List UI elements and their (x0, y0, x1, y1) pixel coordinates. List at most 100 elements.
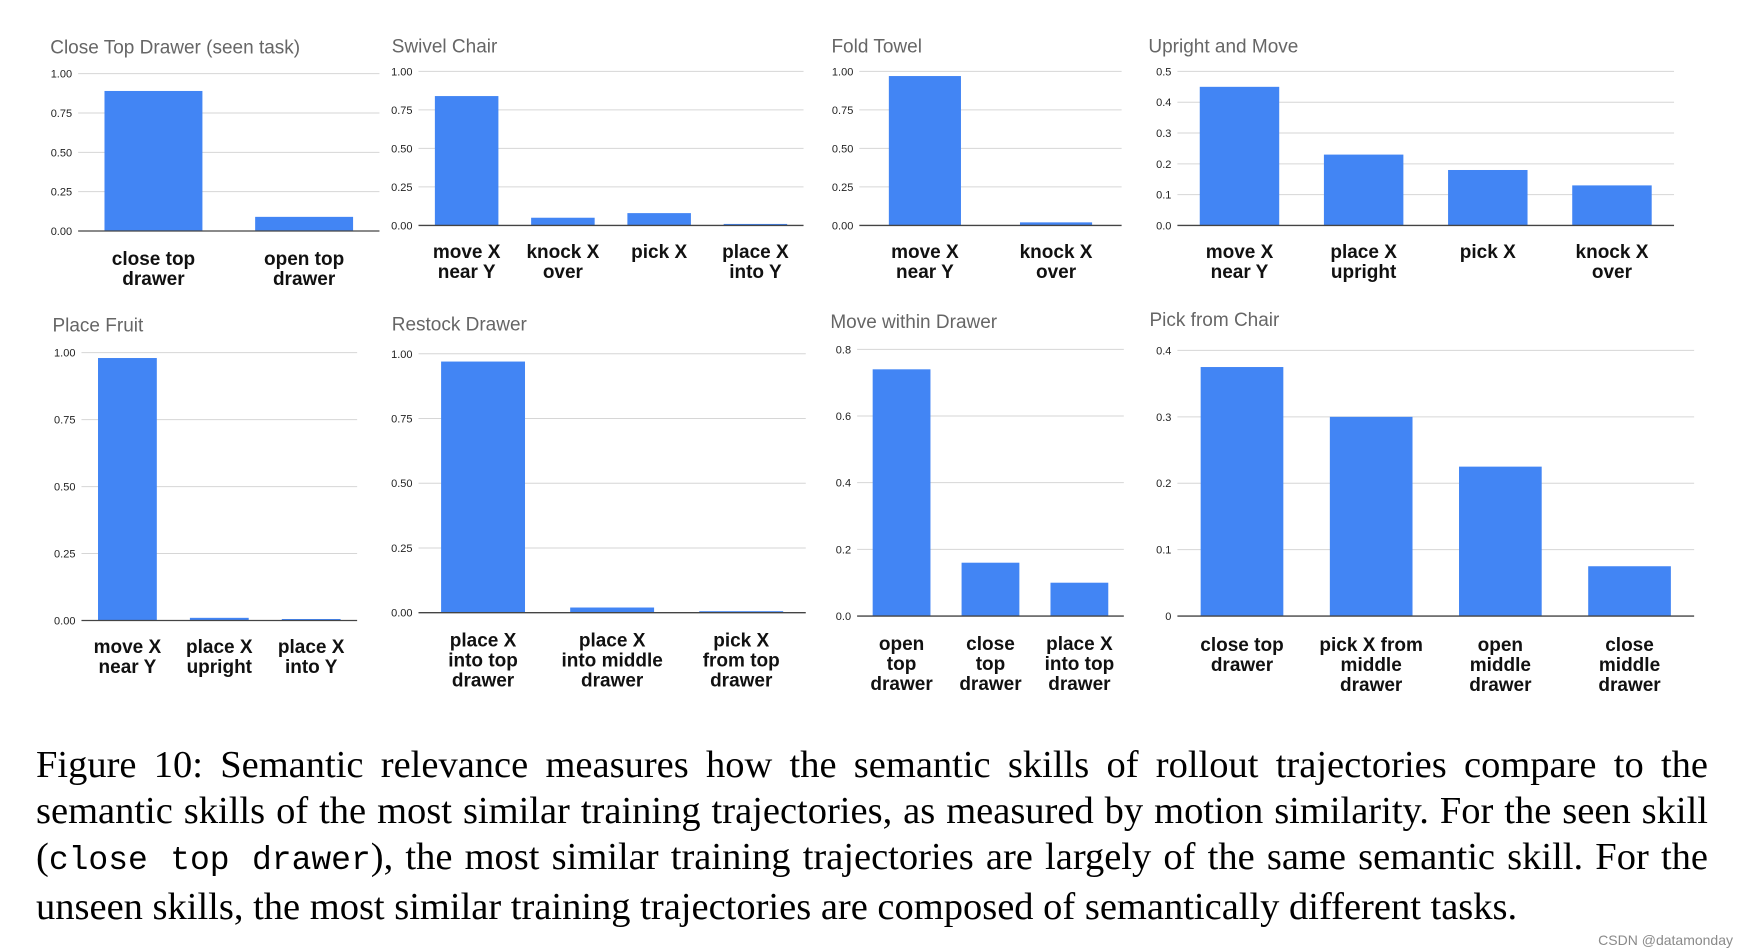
category-label-line: drawer (122, 269, 185, 290)
bar (434, 96, 499, 226)
category-label: close middle drawer (1598, 635, 1661, 696)
y-tick-label: 0.4 (1156, 97, 1171, 109)
y-tick-label: 0.00 (54, 616, 75, 628)
category-label-line: open (1478, 635, 1523, 656)
category-label: close top drawer (959, 634, 1022, 695)
y-tick-label: 0.75 (391, 105, 412, 117)
bar (281, 619, 341, 621)
y-tick-label: 0.25 (51, 187, 72, 199)
category-label-line: middle (1470, 655, 1531, 676)
bar (1323, 154, 1404, 226)
bar (570, 607, 655, 613)
category-label-line: drawer (1469, 675, 1532, 696)
category-label-line: place X (579, 630, 646, 651)
y-tick-label: 0.3 (1156, 128, 1171, 140)
y-tick-label: 1.00 (51, 69, 72, 81)
bar (627, 213, 691, 226)
category-label-line: move X (1206, 242, 1274, 263)
category-label-line: over (543, 262, 584, 283)
category-label-line: knock X (1576, 242, 1649, 263)
bar (255, 216, 354, 232)
category-label: pick X from middle drawer (1319, 635, 1422, 696)
category-label-line: close top (112, 249, 195, 270)
category-label: open middle drawer (1469, 635, 1532, 696)
category-label-line: drawer (870, 674, 933, 695)
bar (1019, 222, 1093, 226)
y-tick-label: 1.00 (54, 348, 75, 360)
category-label-line: drawer (581, 670, 644, 691)
chart-title: Place Fruit (52, 315, 144, 336)
category-label-line: knock X (1020, 242, 1093, 263)
category-label-line: over (1036, 262, 1077, 283)
category-label-line: top (887, 654, 917, 675)
category-label-line: place X (450, 630, 517, 651)
y-tick-label: 0.25 (54, 549, 75, 561)
chart-title: Pick from Chair (1150, 310, 1281, 331)
y-tick-label: 0.2 (1156, 159, 1171, 171)
category-label-line: drawer (1211, 655, 1274, 676)
category-label: pick X (1460, 242, 1516, 263)
bar (441, 361, 526, 613)
y-tick-label: 0.5 (1156, 66, 1171, 78)
chart-panel-4: Upright and Move 0.0 0.1 0.2 0.3 0.4 0.5 move X… (1148, 36, 1675, 283)
bar (961, 562, 1020, 617)
bar (1448, 169, 1528, 226)
chart-title: Fold Towel (831, 36, 921, 57)
y-tick-label: 0.00 (391, 608, 412, 620)
category-label-line: near Y (438, 262, 496, 283)
chart-title: Swivel Chair (392, 36, 498, 57)
category-label-line: close (1605, 635, 1654, 656)
category-label-line: pick X (713, 630, 769, 651)
chart-panel-1: Close Top Drawer (seen task) 0.00 0.25 0.50… (50, 38, 380, 290)
y-tick-label: 1.00 (391, 349, 412, 361)
category-label-line: open top (264, 249, 344, 270)
y-tick-label: 0.25 (391, 543, 412, 555)
category-label-line: into top (448, 650, 518, 671)
y-tick-label: 0.0 (1156, 220, 1171, 232)
y-tick-label: 0.50 (51, 147, 72, 159)
category-label-line: drawer (1340, 675, 1403, 696)
category-label-line: move X (891, 242, 959, 263)
bar (98, 358, 157, 621)
chart-title: Move within Drawer (830, 312, 997, 333)
chart-title: Restock Drawer (392, 314, 528, 335)
category-label-line: into top (1045, 654, 1115, 675)
y-tick-label: 0.75 (51, 108, 72, 120)
category-label-line: near Y (1211, 262, 1269, 283)
category-label-line: place X (278, 637, 345, 658)
category-label-line: into middle (561, 650, 662, 671)
category-label-line: into Y (285, 657, 338, 678)
y-tick-label: 0.50 (391, 478, 412, 490)
y-tick-label: 0.75 (54, 415, 75, 427)
y-tick-label: 0.4 (1156, 345, 1171, 357)
category-label-line: place X (722, 242, 789, 263)
bar (189, 617, 249, 621)
category-label-line: drawer (1598, 675, 1661, 696)
y-tick-label: 0.75 (391, 414, 412, 426)
bar (104, 90, 203, 232)
category-label-line: pick X (1460, 242, 1516, 263)
bar (1199, 86, 1280, 226)
category-label: pick X (631, 242, 687, 263)
bar (888, 76, 961, 226)
bar (872, 369, 931, 617)
category-label-line: near Y (896, 262, 954, 283)
bar (1459, 466, 1542, 617)
y-tick-label: 1.00 (832, 66, 853, 78)
bar (1050, 582, 1109, 617)
bar (531, 217, 595, 226)
bar (1572, 185, 1652, 226)
category-label-line: open (879, 634, 924, 655)
caption-text-2: ), the most similar training trajectorie… (36, 836, 1708, 928)
chart-title: Close Top Drawer (seen task) (50, 38, 300, 59)
y-tick-label: 0.1 (1156, 190, 1171, 202)
